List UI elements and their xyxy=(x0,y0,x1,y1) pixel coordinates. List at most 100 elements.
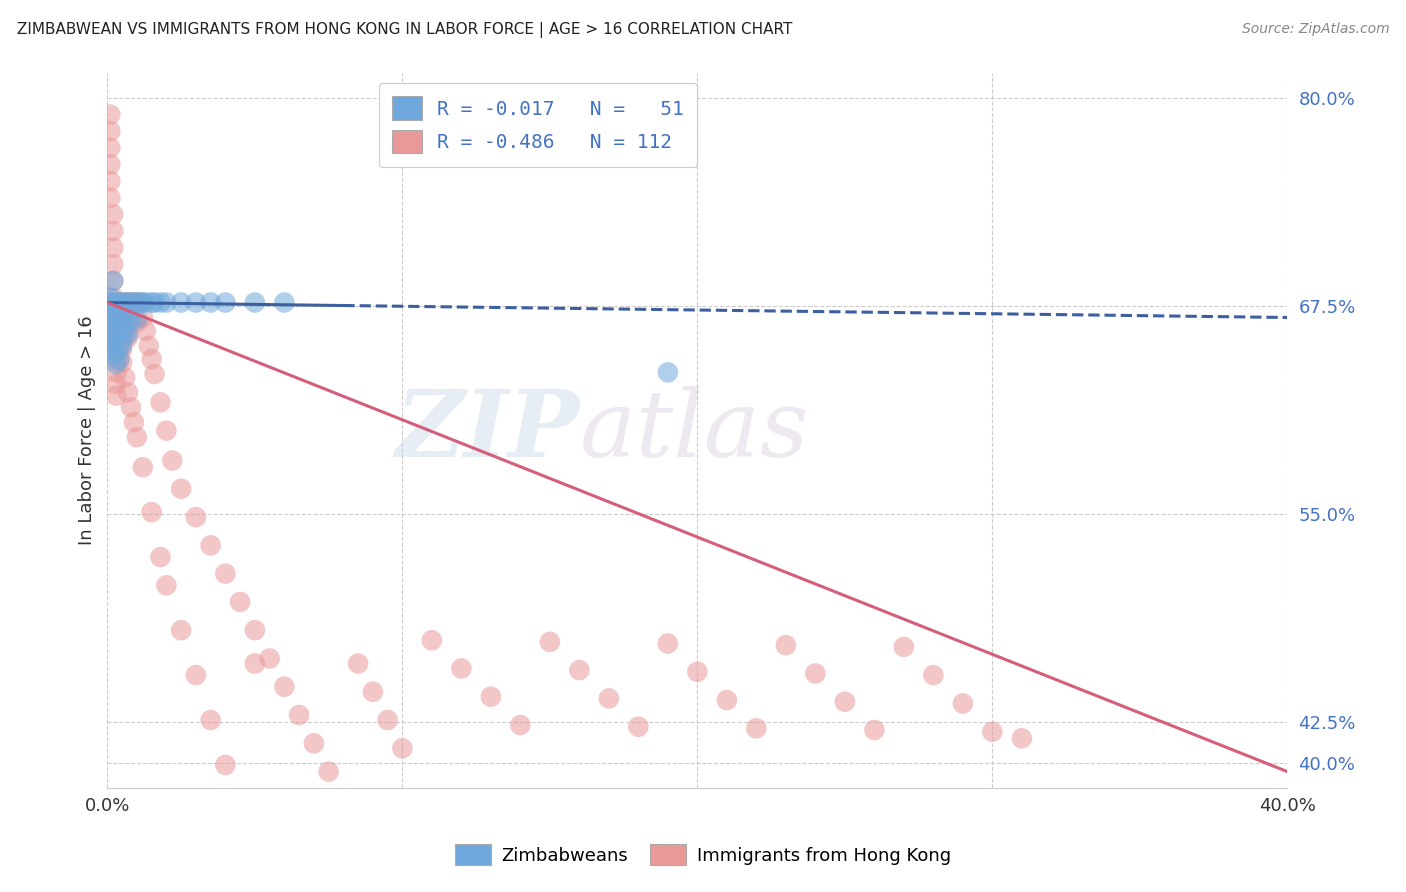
Point xyxy=(361,685,384,699)
Point xyxy=(111,295,134,310)
Point xyxy=(259,651,281,665)
Point xyxy=(105,342,128,356)
Point xyxy=(135,324,157,338)
Point xyxy=(98,157,121,171)
Point xyxy=(117,385,139,400)
Point xyxy=(170,295,193,310)
Point xyxy=(111,295,134,310)
Text: ZIP: ZIP xyxy=(395,385,579,475)
Point xyxy=(141,505,163,519)
Point xyxy=(686,665,709,679)
Point xyxy=(114,330,136,344)
Point xyxy=(98,341,121,355)
Point xyxy=(117,327,139,342)
Point xyxy=(98,124,121,138)
Point xyxy=(108,341,131,355)
Point xyxy=(111,309,134,323)
Point xyxy=(479,690,502,704)
Point xyxy=(114,310,136,325)
Point xyxy=(105,307,128,321)
Point xyxy=(103,332,125,346)
Point xyxy=(141,295,163,310)
Text: Source: ZipAtlas.com: Source: ZipAtlas.com xyxy=(1241,22,1389,37)
Point xyxy=(120,312,142,326)
Point xyxy=(108,324,131,338)
Point xyxy=(105,365,128,379)
Point xyxy=(922,668,945,682)
Point xyxy=(111,324,134,338)
Point xyxy=(143,367,166,381)
Point xyxy=(141,352,163,367)
Point xyxy=(538,635,561,649)
Point xyxy=(149,395,172,409)
Point xyxy=(103,291,125,305)
Point xyxy=(117,318,139,333)
Point xyxy=(98,291,121,305)
Point xyxy=(627,720,650,734)
Point xyxy=(155,424,177,438)
Point xyxy=(105,295,128,310)
Point xyxy=(108,295,131,310)
Y-axis label: In Labor Force | Age > 16: In Labor Force | Age > 16 xyxy=(79,316,96,545)
Point xyxy=(117,307,139,321)
Point xyxy=(105,377,128,392)
Point xyxy=(108,295,131,310)
Point xyxy=(155,295,177,310)
Point xyxy=(863,723,886,737)
Point xyxy=(184,668,207,682)
Point xyxy=(98,174,121,188)
Point xyxy=(111,355,134,369)
Point xyxy=(98,191,121,205)
Point xyxy=(214,295,236,310)
Point xyxy=(184,295,207,310)
Point xyxy=(103,207,125,221)
Point xyxy=(103,303,125,318)
Point xyxy=(243,295,266,310)
Point xyxy=(108,310,131,325)
Point xyxy=(568,663,591,677)
Point xyxy=(120,310,142,325)
Point xyxy=(745,722,768,736)
Point xyxy=(184,510,207,524)
Point xyxy=(804,666,827,681)
Point xyxy=(114,326,136,340)
Point xyxy=(302,736,325,750)
Point xyxy=(103,295,125,310)
Point xyxy=(108,337,131,351)
Point xyxy=(98,324,121,338)
Point xyxy=(105,295,128,310)
Legend: R = -0.017   N =   51, R = -0.486   N = 112: R = -0.017 N = 51, R = -0.486 N = 112 xyxy=(378,83,697,167)
Point xyxy=(117,295,139,310)
Point xyxy=(170,482,193,496)
Point xyxy=(122,295,145,310)
Point xyxy=(108,307,131,321)
Point xyxy=(111,342,134,356)
Point xyxy=(98,295,121,310)
Point xyxy=(143,295,166,310)
Point xyxy=(273,680,295,694)
Point xyxy=(111,339,134,353)
Point xyxy=(122,415,145,429)
Point xyxy=(105,353,128,368)
Point xyxy=(200,538,222,552)
Point xyxy=(111,307,134,321)
Point xyxy=(162,453,184,467)
Point xyxy=(214,758,236,772)
Point xyxy=(135,295,157,310)
Point xyxy=(952,697,974,711)
Legend: Zimbabweans, Immigrants from Hong Kong: Zimbabweans, Immigrants from Hong Kong xyxy=(447,837,959,872)
Point xyxy=(138,339,160,353)
Point xyxy=(108,318,131,333)
Point xyxy=(120,295,142,310)
Point xyxy=(125,295,148,310)
Point xyxy=(122,295,145,310)
Point xyxy=(105,389,128,403)
Point xyxy=(332,793,354,807)
Point xyxy=(103,295,125,310)
Point xyxy=(657,365,679,379)
Point xyxy=(893,640,915,654)
Point xyxy=(108,353,131,368)
Point xyxy=(114,295,136,310)
Point xyxy=(103,257,125,271)
Point xyxy=(117,295,139,310)
